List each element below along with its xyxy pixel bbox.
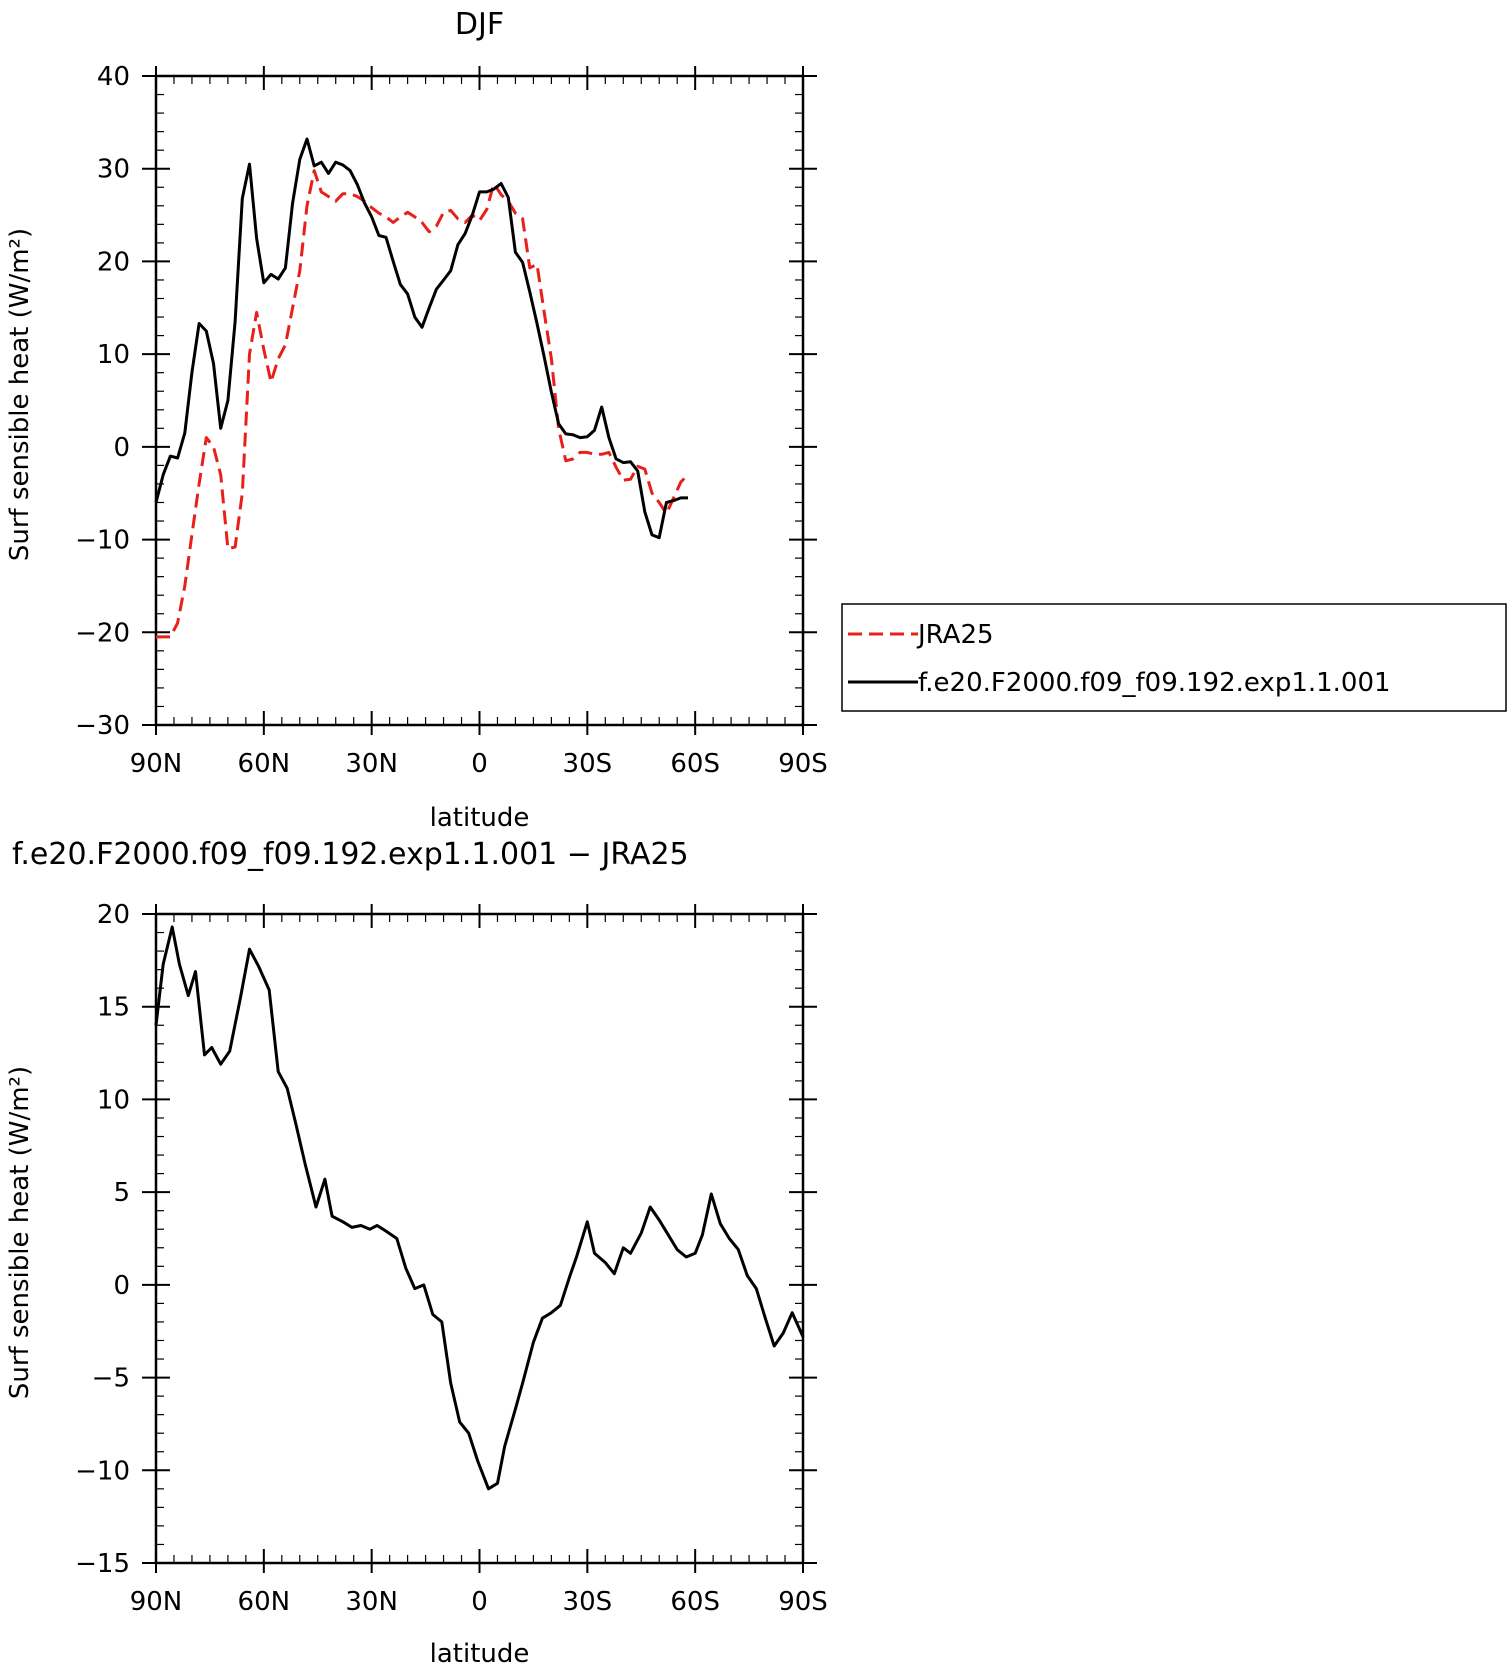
series-line-jra25 — [156, 169, 690, 639]
x-axis-label: latitude — [430, 803, 530, 833]
chart-panel-2: f.e20.F2000.f09_f09.192.exp1.1.001 − JRA… — [5, 837, 828, 1665]
x-tick-label: 30S — [563, 1587, 613, 1617]
plot-frame — [154, 912, 805, 1565]
chart-panel-1: DJF 90N 60N 30N 0 30S 60S 90S −30 −20 −10 0 10 20 30 40… — [5, 7, 1507, 833]
y-tick-label: −20 — [75, 618, 130, 648]
y-tick-label: 30 — [97, 155, 130, 185]
x-tick-label: 90N — [130, 749, 183, 779]
x-tick-label: 0 — [471, 749, 488, 779]
chart-title: f.e20.F2000.f09_f09.192.exp1.1.001 − JRA… — [12, 837, 689, 872]
y-tick-label: 20 — [97, 900, 130, 930]
plot-frame — [154, 74, 805, 727]
x-tick-label: 60S — [670, 749, 720, 779]
y-tick-label: 10 — [97, 1085, 130, 1115]
y-tick-label: 40 — [97, 62, 130, 92]
series-line-f-e20-f2000-f09-f09-192-exp1-1-001 — [154, 137, 688, 540]
y-tick-label: 0 — [113, 433, 130, 463]
x-tick-label: 90N — [130, 1587, 183, 1617]
legend-entry-label: JRA25 — [916, 620, 994, 650]
y-axis-label: Surf sensible heat (W/m²) — [5, 228, 35, 561]
y-tick-label: −10 — [75, 526, 130, 556]
y-axis-label: Surf sensible heat (W/m²) — [5, 1066, 35, 1399]
x-tick-label: 90S — [778, 1587, 828, 1617]
x-tick-label: 30N — [345, 1587, 398, 1617]
x-tick-label: 60N — [238, 749, 291, 779]
y-tick-label: −30 — [75, 711, 130, 741]
x-tick-label: 60S — [670, 1587, 720, 1617]
x-tick-label: 60N — [238, 1587, 291, 1617]
x-tick-label: 30S — [563, 749, 613, 779]
x-tick-label: 0 — [471, 1587, 488, 1617]
y-tick-label: 10 — [97, 340, 130, 370]
x-tick-label: 30N — [345, 749, 398, 779]
legend-entry-label: f.e20.F2000.f09_f09.192.exp1.1.001 — [918, 668, 1391, 698]
legend: JRA25 f.e20.F2000.f09_f09.192.exp1.1.001 — [841, 603, 1507, 712]
y-tick-label: 5 — [113, 1178, 130, 1208]
y-tick-label: −10 — [75, 1456, 130, 1486]
x-axis-label: latitude — [430, 1639, 530, 1665]
y-tick-label: −5 — [92, 1364, 130, 1394]
series-line-difference — [154, 925, 805, 1491]
y-tick-label: 15 — [97, 993, 130, 1023]
chart-title: DJF — [455, 7, 504, 42]
y-tick-label: 0 — [113, 1271, 130, 1301]
y-tick-label: 20 — [97, 247, 130, 277]
legend-box — [841, 603, 1507, 712]
x-tick-label: 90S — [778, 749, 828, 779]
y-tick-label: −15 — [75, 1549, 130, 1579]
